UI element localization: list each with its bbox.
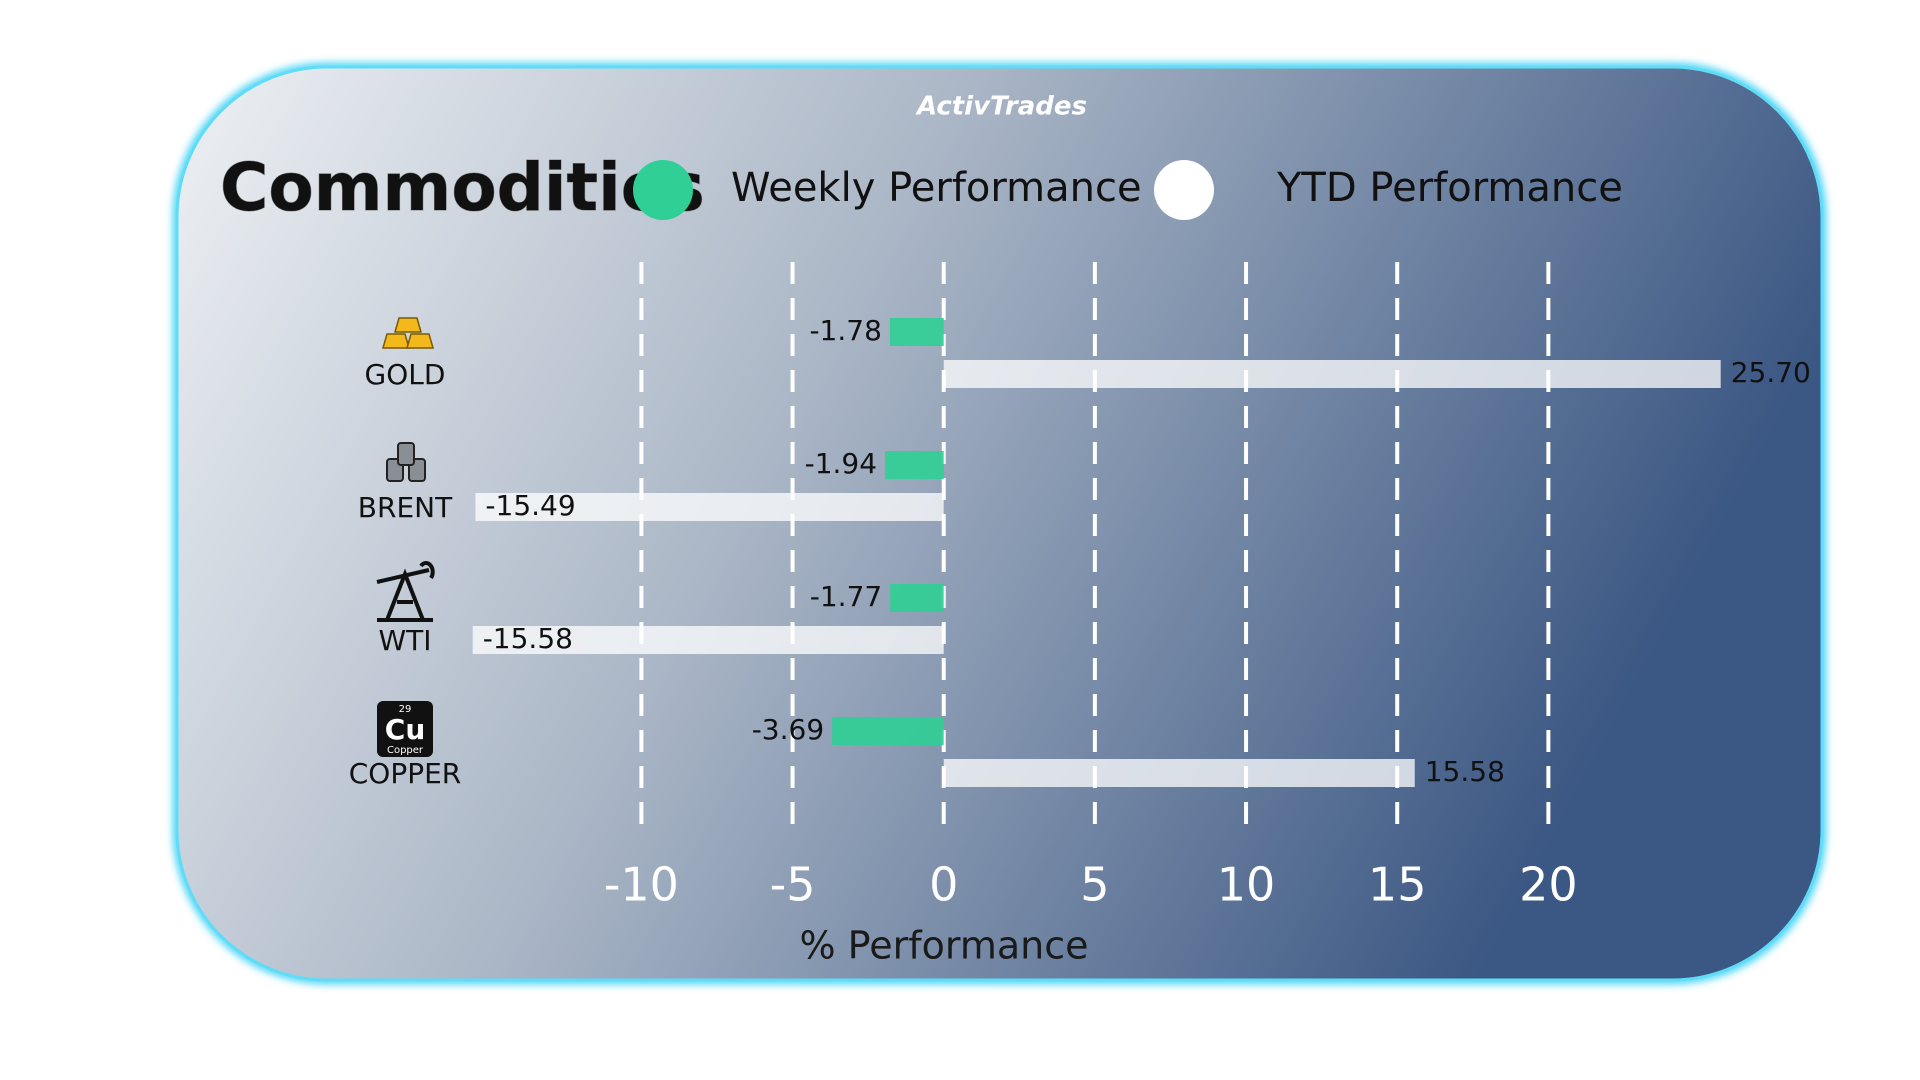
gold-bar [394,317,422,333]
value-label: 25.70 [1731,356,1811,389]
value-label: -1.78 [809,314,881,347]
x-tick-label: 0 [929,858,958,912]
value-label: -1.94 [805,447,877,480]
ytd-bar [472,626,944,654]
category-label: WTI [378,624,431,657]
ytd-bar [475,493,944,521]
legend-swatch [1154,160,1214,220]
value-label: -15.49 [485,489,575,522]
card [175,65,1824,982]
value-label: -15.58 [483,622,573,655]
legend-swatch [633,160,693,220]
weekly-bar [889,318,944,346]
icon-text: Cu [385,713,425,746]
x-tick-label: 10 [1217,858,1276,912]
weekly-bar [832,717,944,745]
x-tick-label: 20 [1519,858,1578,912]
barrel [397,442,415,466]
icon-text: 29 [399,704,412,715]
category-icon [386,442,426,482]
icon-text: Copper [387,745,424,756]
x-tick-label: 15 [1368,858,1427,912]
brand: ActivTrades [915,92,1087,122]
category-label: COPPER [349,757,462,790]
category-icon [376,561,435,622]
weekly-bar [885,451,944,479]
weekly-bar [890,584,944,612]
legend-label: YTD Performance [1276,165,1623,211]
x-tick-label: -10 [604,858,679,912]
ytd-bar [943,759,1415,787]
gold-bar [406,333,434,349]
category-label: BRENT [358,491,453,524]
x-tick-label: -5 [770,858,816,912]
gold-bar [382,333,410,349]
chart-title: Commodities [220,149,705,226]
category-icon [382,317,434,349]
ytd-bar [943,360,1721,388]
category-label: GOLD [365,358,446,391]
value-label: -1.77 [810,580,882,613]
value-label: 15.58 [1425,755,1505,788]
x-tick-label: 5 [1080,858,1109,912]
pump [376,561,435,622]
legend-label: Weekly Performance [731,165,1142,211]
x-axis-label: % Performance [800,924,1089,968]
copper-box [377,701,433,757]
value-label: -3.69 [752,713,824,746]
